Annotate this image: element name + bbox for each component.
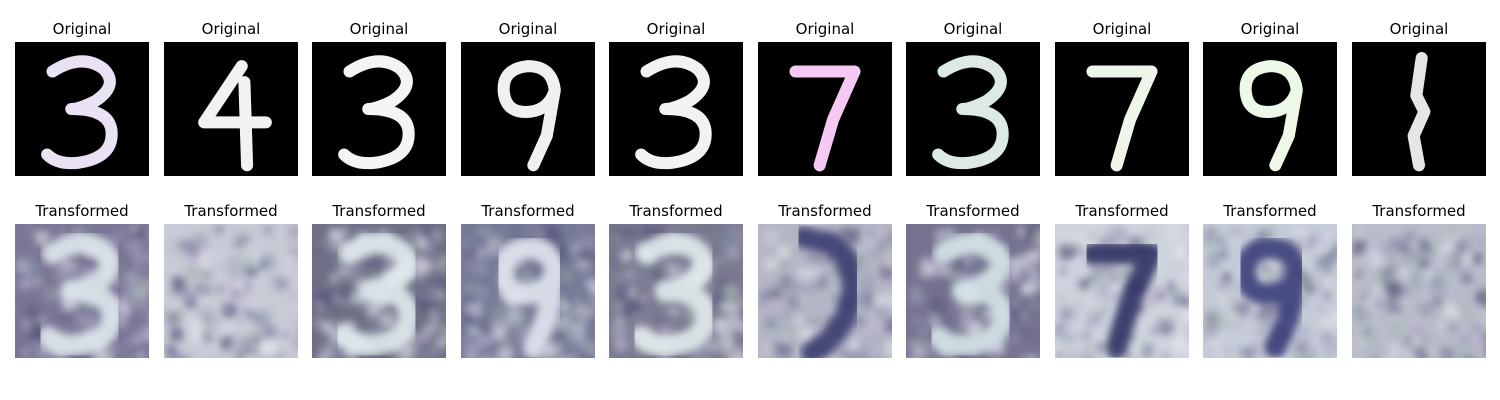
transformed-title-6: Transformed [778,202,872,220]
transformed-image-6 [758,224,892,358]
transformed-title-3: Transformed [332,202,426,220]
digit-stroke [932,55,1009,170]
original-title-1: Original [52,20,112,38]
digit-image-svg [1055,42,1189,176]
digit-image-svg [15,224,149,358]
original-image-7 [906,42,1040,176]
digit-stroke [927,232,1014,356]
digit-stroke [789,65,861,172]
digit-stroke [497,60,561,172]
digit-image-svg [758,224,892,358]
digit-image-svg [461,224,595,358]
transformed-title-5: Transformed [629,202,723,220]
digit-image-svg [906,42,1040,176]
original-image-10 [1352,42,1486,176]
digit-stroke [333,232,420,356]
digit-image-svg [312,42,446,176]
digit-stroke [792,226,863,358]
transformed-title-2: Transformed [184,202,278,220]
noise-texture [462,224,595,358]
digit-stroke [635,55,712,170]
digit-stroke [36,232,123,356]
digit-image-svg [1352,42,1486,176]
digit-image-svg [1203,224,1337,358]
original-title-9: Original [1240,20,1300,38]
digit-image-svg [15,42,149,176]
digit-stroke [630,232,717,356]
original-image-4 [461,42,595,176]
transformed-image-1 [15,224,149,358]
original-title-8: Original [1092,20,1152,38]
original-image-3 [312,42,446,176]
digit-image-svg [164,42,298,176]
digit-image-svg [1203,42,1337,176]
digit-image-svg [1352,224,1486,358]
image-background [164,42,298,176]
digit-image-svg [1055,224,1189,358]
digit-stroke [198,60,272,172]
original-image-5 [609,42,743,176]
digit-stroke [1086,65,1158,172]
digit-stroke [1407,52,1431,172]
digit-stroke [1234,237,1308,358]
transformed-image-10 [1352,224,1486,358]
transformed-title-10: Transformed [1372,202,1466,220]
original-title-5: Original [646,20,706,38]
digit-image-svg [906,224,1040,358]
transformed-title-1: Transformed [35,202,129,220]
original-title-6: Original [795,20,855,38]
transformed-title-4: Transformed [481,202,575,220]
digit-image-svg [461,42,595,176]
original-title-10: Original [1389,20,1449,38]
digit-stroke [41,55,118,170]
original-image-1 [15,42,149,176]
transformed-title-9: Transformed [1223,202,1317,220]
transformed-image-8 [1055,224,1189,358]
transformed-image-9 [1203,224,1337,358]
original-image-6 [758,42,892,176]
digit-image-svg [164,224,298,358]
original-image-9 [1203,42,1337,176]
digit-image-svg [609,224,743,358]
original-title-7: Original [943,20,1003,38]
transformed-title-8: Transformed [1075,202,1169,220]
digit-stroke [338,55,415,170]
transformed-image-2 [164,224,298,358]
original-image-2 [164,42,298,176]
transformed-image-7 [906,224,1040,358]
digit-image-svg [758,42,892,176]
original-title-3: Original [349,20,409,38]
digit-image-svg [312,224,446,358]
digit-stroke [1081,242,1163,358]
original-image-8 [1055,42,1189,176]
transformed-image-4 [461,224,595,358]
digit-image-svg [609,42,743,176]
transformed-image-3 [312,224,446,358]
noise-texture [165,224,298,358]
digit-stroke [1239,60,1303,172]
transformed-title-7: Transformed [926,202,1020,220]
original-title-2: Original [201,20,261,38]
digit-stroke [492,237,566,358]
transformed-image-5 [609,224,743,358]
original-title-4: Original [498,20,558,38]
